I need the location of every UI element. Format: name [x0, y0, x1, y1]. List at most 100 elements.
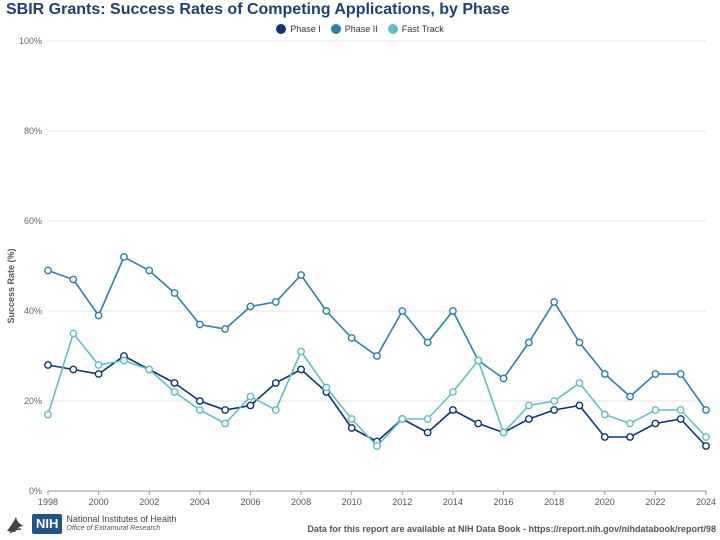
data-point	[524, 338, 533, 347]
x-tick-label: 2008	[291, 497, 311, 507]
data-point	[221, 419, 230, 428]
data-point	[676, 406, 685, 414]
data-point	[676, 415, 685, 423]
data-point	[69, 329, 78, 338]
legend: Phase I Phase II Fast Track	[0, 24, 720, 34]
legend-item[interactable]: Fast Track	[387, 24, 444, 34]
data-point	[676, 370, 685, 378]
data-point	[600, 410, 609, 419]
data-point	[449, 307, 457, 315]
nih-wordmark: National Institutes of Health Office of …	[66, 514, 176, 534]
data-point	[44, 361, 52, 369]
data-point	[550, 298, 559, 306]
data-point	[170, 379, 179, 387]
data-point	[626, 392, 634, 401]
legend-marker-icon	[387, 24, 398, 34]
data-point	[120, 356, 128, 365]
data-point	[271, 298, 280, 306]
data-point	[423, 415, 432, 423]
data-point	[449, 388, 457, 396]
data-point	[297, 347, 305, 356]
x-tick-label: 1998	[38, 497, 58, 507]
data-point	[322, 307, 331, 315]
data-point	[600, 433, 609, 441]
x-tick-label: 2018	[544, 497, 564, 507]
data-point	[195, 406, 204, 414]
data-point	[702, 406, 710, 414]
legend-label: Fast Track	[401, 24, 444, 34]
data-point	[347, 334, 356, 342]
series-line-1	[47, 255, 707, 411]
chart-title: SBIR Grants: Success Rates of Competing …	[6, 1, 510, 18]
data-point	[170, 388, 179, 396]
x-tick-label: 2010	[342, 497, 362, 507]
source-note: Data for this report are available at NI…	[307, 524, 716, 534]
data-point	[702, 442, 710, 450]
data-point	[524, 401, 533, 410]
data-point	[550, 406, 559, 414]
data-point	[575, 401, 584, 410]
data-point	[398, 307, 407, 315]
data-point	[322, 383, 331, 392]
data-point	[575, 338, 584, 347]
data-point	[246, 302, 255, 311]
x-tick-label: 2020	[595, 497, 615, 507]
x-tick-label: 2002	[139, 497, 159, 507]
data-point	[499, 374, 508, 383]
data-point	[297, 271, 305, 279]
x-tick-label: 2000	[89, 497, 109, 507]
data-point	[423, 338, 432, 347]
line-chart: 0% 20% 40% 60% 80% 100% 1998 2000 2002 2004 2006 20…	[6, 36, 716, 512]
data-point	[271, 379, 280, 387]
nih-name: National Institutes of Health	[66, 514, 177, 524]
data-point	[423, 428, 432, 437]
legend-label: Phase II	[344, 24, 378, 34]
legend-marker-icon	[276, 24, 287, 34]
x-axis-title: Fiscal Year	[354, 511, 401, 512]
data-point	[145, 266, 154, 275]
data-point	[246, 401, 255, 410]
data-point	[195, 320, 204, 329]
x-tick-label: 2014	[443, 497, 463, 507]
hhs-eagle-icon	[7, 517, 24, 534]
data-point	[651, 406, 660, 414]
data-point	[373, 442, 381, 450]
data-point	[449, 406, 457, 414]
data-point	[651, 419, 660, 428]
data-point	[626, 419, 634, 428]
data-point	[69, 365, 78, 374]
y-tick-label: 80%	[24, 126, 42, 136]
nih-badge: NIH	[32, 514, 63, 534]
data-point	[44, 266, 52, 275]
data-point	[69, 275, 78, 284]
nih-office: Office of Extramural Research	[66, 525, 161, 532]
legend-item[interactable]: Phase II	[330, 24, 378, 34]
data-point	[145, 365, 154, 374]
data-point	[221, 325, 230, 333]
y-tick-label: 0%	[29, 486, 42, 496]
data-point	[550, 397, 559, 405]
data-point	[474, 419, 483, 428]
data-point	[347, 415, 356, 423]
y-tick-label: 60%	[24, 216, 42, 226]
data-point	[271, 406, 280, 414]
data-point	[600, 370, 609, 378]
x-tick-label: 2004	[190, 497, 210, 507]
legend-marker-icon	[330, 24, 341, 34]
data-point	[297, 365, 305, 374]
legend-label: Phase I	[290, 24, 321, 34]
nih-logo: NIH National Institutes of Health Office…	[4, 513, 176, 535]
data-point	[474, 356, 483, 365]
data-point	[94, 311, 103, 320]
data-point	[702, 433, 710, 441]
y-tick-label: 40%	[24, 306, 42, 316]
data-point	[221, 406, 230, 414]
data-point	[626, 433, 634, 441]
x-tick-label: 2016	[494, 497, 514, 507]
x-tick-label: 2022	[645, 497, 665, 507]
x-tick-label: 2006	[240, 497, 260, 507]
y-axis-title: Success Rate (%)	[6, 248, 16, 323]
data-point	[373, 352, 381, 360]
legend-item[interactable]: Phase I	[276, 24, 321, 34]
y-tick-label: 100%	[19, 36, 42, 46]
